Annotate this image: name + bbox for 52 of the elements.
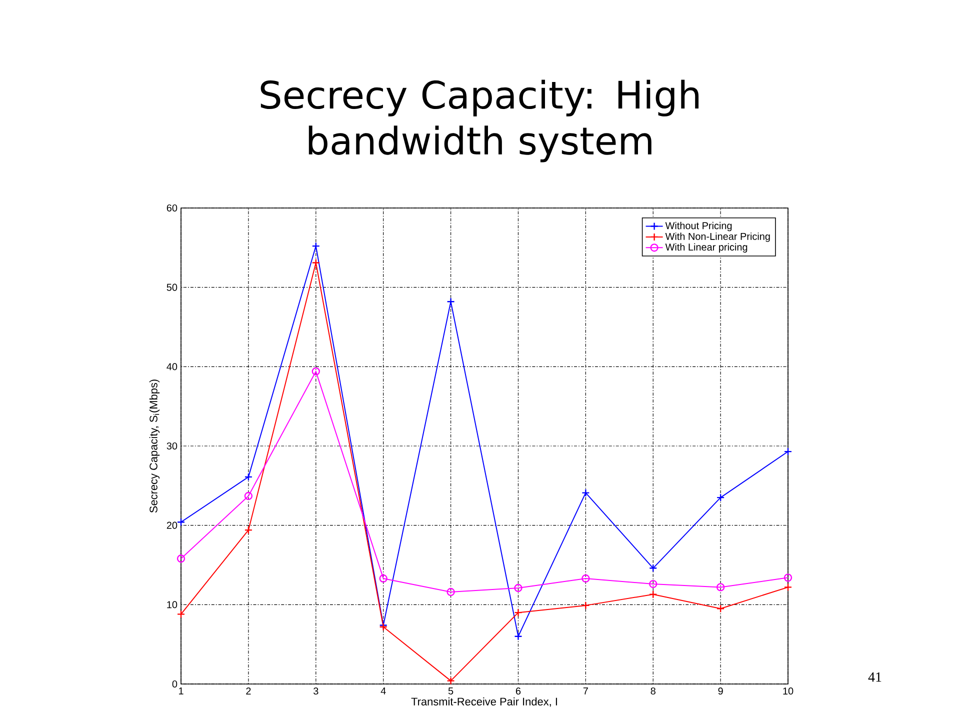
point xyxy=(649,590,658,598)
y-axis-title: Secrecy Capacity, S$_{i}$(Mbps) xyxy=(149,380,160,513)
point xyxy=(176,610,186,618)
point xyxy=(176,554,186,563)
y-tick-label: 40 xyxy=(166,363,178,370)
text: 41 xyxy=(868,672,882,682)
point xyxy=(244,472,253,482)
x-tick-label: 9 xyxy=(718,688,723,695)
chart-title: Secrecy Capacity: High bandwidth system xyxy=(260,80,699,162)
point xyxy=(716,604,725,613)
point xyxy=(649,564,658,572)
legend-label: With Non-Linear Pricing xyxy=(665,232,770,242)
point xyxy=(582,574,590,583)
x-tick-label: 3 xyxy=(314,688,318,695)
point xyxy=(582,488,590,497)
point xyxy=(514,584,522,592)
point xyxy=(379,574,388,583)
point xyxy=(446,676,455,685)
point xyxy=(312,258,320,267)
point xyxy=(716,583,725,592)
point xyxy=(514,632,522,640)
point xyxy=(446,298,455,306)
legend-label: With Linear pricing xyxy=(665,243,748,253)
point xyxy=(244,492,253,500)
point xyxy=(716,493,725,502)
x-axis-title: Transmit-Receive Pair Index, I xyxy=(411,697,557,707)
y-tick-label: 10 xyxy=(167,601,178,608)
point xyxy=(784,583,792,592)
x-tick-label: 2 xyxy=(246,688,251,694)
y-tick-label: 20 xyxy=(166,522,178,529)
legend-label: Without Pricing xyxy=(665,222,732,232)
x-tick-label: 10 xyxy=(783,688,794,695)
x-tick-label: 4 xyxy=(380,688,386,694)
x-tick-label: 7 xyxy=(583,688,588,694)
point xyxy=(582,601,590,610)
point xyxy=(312,367,320,376)
y-tick-label: 50 xyxy=(166,284,178,291)
x-tick-label: 5 xyxy=(448,688,454,694)
y-tick-label: 0 xyxy=(172,680,178,688)
x-tick-label: 8 xyxy=(650,688,656,695)
x-tick-label: 6 xyxy=(516,688,521,695)
point xyxy=(446,588,455,596)
point xyxy=(514,608,522,617)
point xyxy=(784,574,792,582)
y-tick-label: 30 xyxy=(166,442,178,450)
y-tick-label: 60 xyxy=(166,204,178,212)
point xyxy=(176,518,186,526)
point xyxy=(312,242,320,250)
point xyxy=(244,526,253,534)
x-tick-label: 1 xyxy=(179,688,184,694)
point xyxy=(784,447,792,456)
point xyxy=(649,580,658,588)
